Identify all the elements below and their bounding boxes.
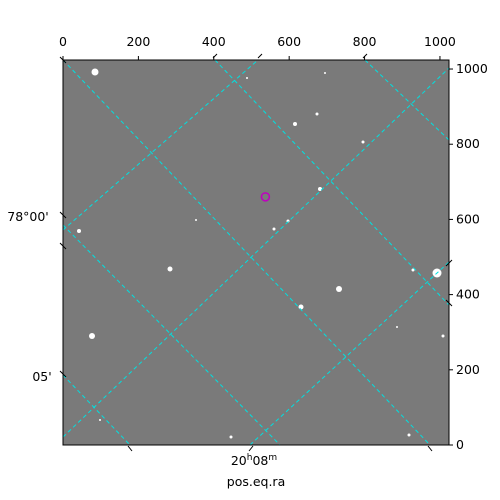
frame	[62, 59, 450, 446]
ra-label: 20h08m	[231, 453, 277, 468]
x-tick-label: 200	[126, 34, 150, 49]
x-tick-label: 800	[353, 34, 377, 49]
coordinate-grid	[62, 59, 450, 446]
x-tick-label: 400	[202, 34, 226, 49]
ra-hours: 20	[231, 453, 247, 468]
y-tick-label: 800	[456, 136, 480, 151]
ra-m: m	[268, 453, 277, 463]
x-tick-label: 0	[59, 34, 67, 49]
y-tick-label: 1000	[456, 61, 488, 76]
y-tick-label: 200	[456, 362, 480, 377]
target-marker	[260, 192, 271, 202]
y-tick-label: 0	[456, 437, 464, 452]
dec-label: 78°00'	[7, 209, 49, 224]
y-tick-label: 400	[456, 287, 480, 302]
x-tick-label: 600	[277, 34, 301, 49]
x-axis-label: pos.eq.ra	[227, 474, 285, 489]
ra-h: h	[247, 453, 253, 463]
y-tick-label: 600	[456, 211, 480, 226]
dec-label: 05'	[32, 369, 51, 384]
ra-minutes: 08	[252, 453, 268, 468]
x-tick-label: 1000	[424, 34, 456, 49]
